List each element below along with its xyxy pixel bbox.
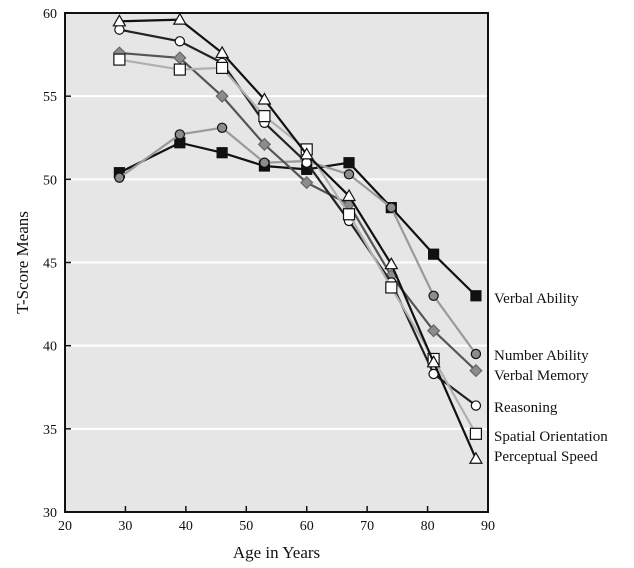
- series-verbal-ability: [113, 137, 482, 302]
- data-point: [174, 36, 186, 47]
- data-point: [113, 53, 126, 66]
- legend-label: Reasoning: [494, 400, 558, 416]
- series-reasoning: [114, 24, 482, 411]
- legend-label: Verbal Ability: [494, 291, 579, 307]
- x-tick-label: 90: [481, 519, 495, 534]
- y-tick-label: 50: [43, 173, 57, 188]
- legend-label: Verbal Memory: [494, 368, 589, 384]
- y-tick-label: 30: [43, 506, 57, 521]
- data-point: [384, 256, 399, 270]
- data-point: [216, 147, 228, 159]
- data-point: [257, 137, 272, 152]
- data-point: [426, 324, 441, 338]
- data-point: [468, 451, 483, 464]
- data-point: [216, 61, 229, 74]
- data-point: [300, 176, 314, 190]
- legend-label: Spatial Orientation: [494, 429, 608, 445]
- data-point: [386, 202, 397, 213]
- data-point: [470, 400, 482, 411]
- data-point: [299, 147, 314, 160]
- data-point: [112, 14, 127, 27]
- data-point: [343, 169, 355, 180]
- data-point: [114, 172, 125, 183]
- data-point: [215, 89, 229, 103]
- y-tick-label: 45: [43, 257, 57, 272]
- x-tick-label: 40: [179, 519, 193, 534]
- y-tick-label: 55: [43, 90, 57, 105]
- data-point: [343, 157, 355, 169]
- y-tick-label: 60: [43, 7, 57, 22]
- x-tick-label: 80: [421, 519, 435, 534]
- data-point: [258, 110, 271, 123]
- data-point: [259, 157, 270, 168]
- data-point: [215, 45, 230, 59]
- data-point: [470, 348, 482, 360]
- series-verbal-memory: [112, 46, 483, 378]
- y-tick-label: 35: [43, 423, 57, 438]
- series-layer: [112, 12, 483, 464]
- data-point: [428, 290, 439, 301]
- data-point: [341, 188, 357, 202]
- data-point: [385, 281, 398, 294]
- data-point: [173, 63, 186, 76]
- data-point: [174, 129, 186, 140]
- data-point: [172, 12, 187, 25]
- y-tick-label: 40: [43, 340, 57, 355]
- data-point: [469, 363, 483, 378]
- x-tick-label: 20: [58, 519, 72, 534]
- x-tick-label: 30: [118, 519, 132, 534]
- legend-label: Perceptual Speed: [494, 449, 598, 465]
- data-point: [257, 92, 272, 105]
- data-point: [342, 208, 356, 221]
- data-point: [470, 290, 482, 302]
- data-point: [216, 122, 228, 133]
- data-point: [426, 355, 441, 368]
- y-axis-title: T-Score Means: [13, 211, 32, 314]
- x-tick-label: 60: [300, 519, 314, 534]
- legend-label: Number Ability: [494, 348, 589, 364]
- x-tick-label: 50: [239, 519, 253, 534]
- series-perceptual-speed: [112, 12, 483, 464]
- data-point: [428, 248, 440, 260]
- data-point: [469, 427, 483, 440]
- x-axis-title: Age in Years: [233, 543, 320, 562]
- legend: Verbal Ability Number Ability Verbal Memor…: [494, 291, 608, 465]
- x-tick-label: 70: [360, 519, 374, 534]
